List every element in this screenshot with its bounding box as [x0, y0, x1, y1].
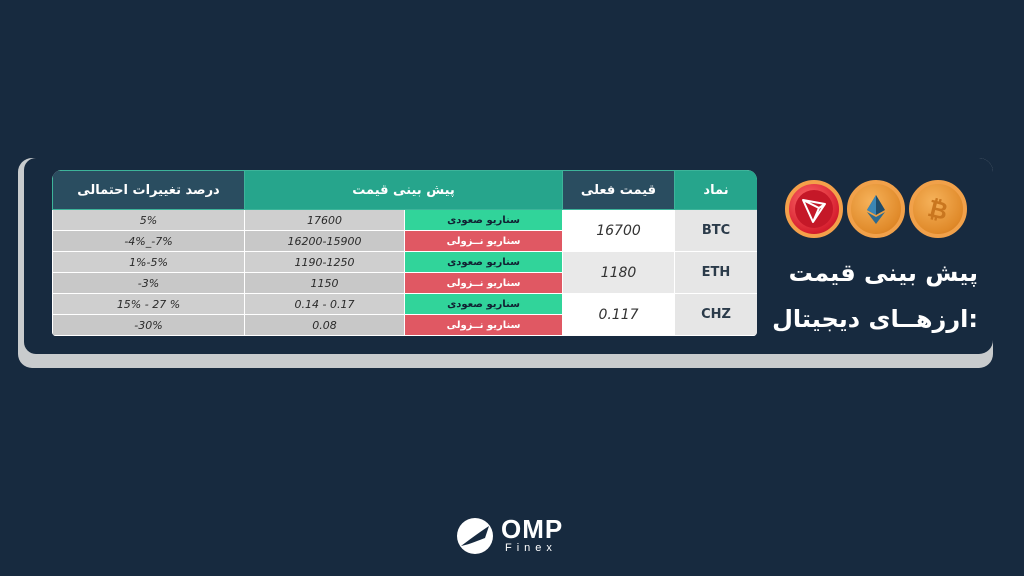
- symbol-cell: ETH: [674, 251, 757, 294]
- coin-illustration: ₿: [785, 178, 975, 248]
- change-cell: -30%: [52, 314, 245, 336]
- change-cell: 1%-5%: [52, 251, 245, 273]
- change-cell: 15% - 27 %: [52, 293, 245, 315]
- forecast-cell: 16200-15900: [244, 230, 405, 252]
- forecast-cell: 0.14 - 0.17: [244, 293, 405, 315]
- symbol-cell: BTC: [674, 209, 757, 252]
- change-cell: -3%: [52, 272, 245, 294]
- table-row: 15% - 27 % 0.14 - 0.17 سناریو صعودی 0.11…: [52, 293, 757, 336]
- forecast-cell: 1190-1250: [244, 251, 405, 273]
- up-scenario-label: سناریو صعودی: [404, 293, 563, 315]
- table-header-row: درصد تغییرات احتمالی پیش بینی قیمت قیمت …: [52, 170, 757, 210]
- svg-text:₿: ₿: [925, 194, 951, 226]
- change-cell: 5%: [52, 209, 245, 231]
- header-current: قیمت فعلی: [562, 170, 675, 210]
- table-row: -30% 0.08 سناریو نــزولی: [52, 314, 758, 336]
- down-scenario-label: سناریو نــزولی: [404, 272, 563, 294]
- header-forecast: پیش بینی قیمت: [244, 170, 563, 210]
- title-line-1: پیش بینی قیمت: [788, 259, 978, 287]
- up-scenario-label: سناریو صعودی: [404, 209, 563, 231]
- forecast-cell: 17600: [244, 209, 405, 231]
- table-row: 5% 17600 سناریو صعودی 16700 BTC: [52, 209, 757, 252]
- forecast-table: درصد تغییرات احتمالی پیش بینی قیمت قیمت …: [52, 170, 757, 336]
- page-title: پیش بینی قیمت ارزهــای دیجیتال:: [770, 250, 978, 342]
- brand-logo: OMP Finex: [455, 512, 575, 558]
- forecast-cell: 0.08: [244, 314, 405, 336]
- change-cell: -4%_-7%: [52, 230, 245, 252]
- brand-mark-icon: [457, 518, 493, 554]
- forecast-cell: 1150: [244, 272, 405, 294]
- table-row: 1%-5% 1190-1250 سناریو صعودی 1180 ETH: [52, 251, 757, 294]
- table-row: -4%_-7% 16200-15900 سناریو نــزولی: [52, 230, 758, 252]
- current-price: 0.117: [562, 293, 675, 336]
- current-price: 1180: [562, 251, 675, 294]
- header-change: درصد تغییرات احتمالی: [52, 170, 245, 210]
- up-scenario-label: سناریو صعودی: [404, 251, 563, 273]
- tron-icon: [785, 180, 843, 238]
- brand-name: OMP: [501, 514, 564, 544]
- ethereum-icon: [847, 180, 905, 238]
- brand-subtitle: Finex: [505, 542, 557, 554]
- down-scenario-label: سناریو نــزولی: [404, 314, 563, 336]
- current-price: 16700: [562, 209, 675, 252]
- bitcoin-icon: ₿: [909, 180, 967, 238]
- header-symbol: نماد: [674, 170, 757, 210]
- title-line-2: ارزهــای دیجیتال:: [772, 305, 978, 333]
- symbol-cell: CHZ: [674, 293, 757, 336]
- down-scenario-label: سناریو نــزولی: [404, 230, 563, 252]
